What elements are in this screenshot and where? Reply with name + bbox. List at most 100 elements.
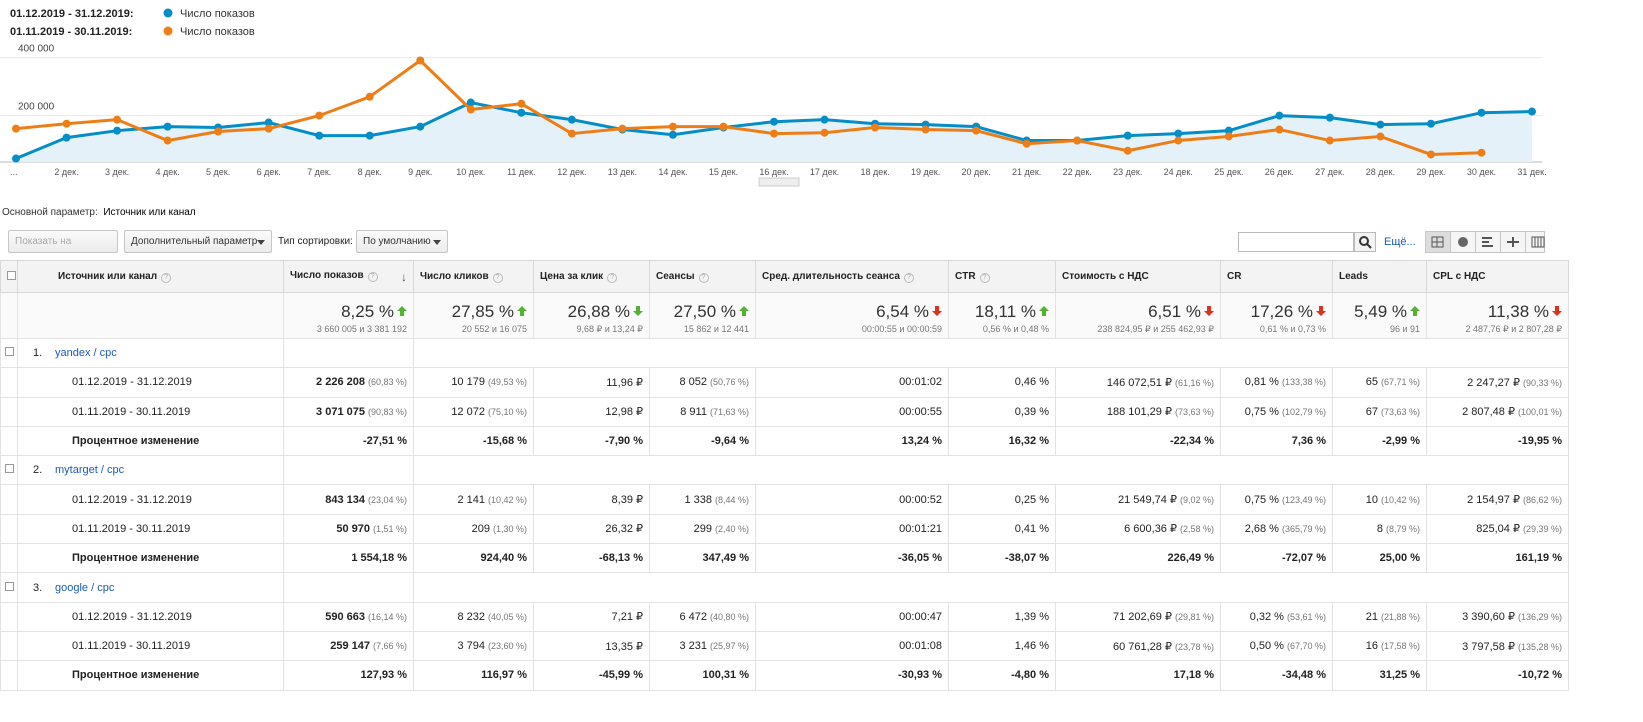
group-link[interactable]: yandex / cpc xyxy=(55,347,117,360)
view-table[interactable] xyxy=(1426,232,1451,252)
cell: -22,34 % xyxy=(1055,425,1221,457)
point xyxy=(416,56,425,65)
cell-value: 12,98 ₽ xyxy=(605,406,643,419)
more-link[interactable]: Ещё... xyxy=(1384,236,1416,248)
point xyxy=(921,125,930,134)
point xyxy=(972,126,981,135)
cell: -68,13 % xyxy=(533,543,650,574)
y-tick-label: 400 000 xyxy=(18,44,55,55)
cell-value: 2 807,48 ₽ xyxy=(1462,406,1515,419)
cell-value: 924,40 % xyxy=(480,552,527,565)
cell-value: 21 xyxy=(1365,610,1378,623)
summary-detail: 15 862 и 12 441 xyxy=(683,324,749,334)
cell-value: 0,25 % xyxy=(1014,493,1049,506)
cell-share: (73,63 %) xyxy=(1380,406,1420,417)
point xyxy=(770,129,778,138)
cell: 1 338 (8,44 %) xyxy=(649,484,756,515)
header-cell: Число кликов? xyxy=(413,260,534,293)
point xyxy=(1123,146,1132,155)
summary-cell: 6,51 % 238 824,95 ₽ и 255 462,93 ₽ xyxy=(1055,292,1221,339)
row-label: 01.11.2019 - 30.11.2019 xyxy=(17,630,284,662)
x-tick-label: 31 дек. xyxy=(1517,167,1546,177)
view-pivot[interactable] xyxy=(1526,232,1550,252)
cell-value: 00:00:55 xyxy=(899,405,942,418)
cell-share: (40,05 %) xyxy=(487,611,527,622)
cell-value: 0,75 % xyxy=(1244,405,1279,418)
cell: 3. google / cpc xyxy=(17,572,284,603)
cell-value: 00:01:21 xyxy=(899,522,942,535)
x-tick-label: 6 дек. xyxy=(257,167,281,177)
cell: 347,49 % xyxy=(649,543,756,574)
cell: 8 911 (71,63 %) xyxy=(649,396,756,427)
column-title: Источник или канал xyxy=(58,270,158,282)
point xyxy=(1477,148,1486,157)
cell: 16,32 % xyxy=(948,425,1056,457)
cell: -19,95 % xyxy=(1426,425,1569,457)
cell-value: 3 231 xyxy=(679,640,707,653)
x-tick-label: 13 дек. xyxy=(608,167,637,177)
point xyxy=(12,154,20,163)
point xyxy=(466,105,475,114)
cell-share: (86,62 %) xyxy=(1522,495,1562,506)
secondary-dim-dropdown[interactable]: Дополнительный параметр xyxy=(124,230,272,253)
x-tick-label: 19 дек. xyxy=(911,167,940,177)
sort-label: Тип сортировки: xyxy=(278,236,353,247)
cell: 825,04 ₽ (29,39 %) xyxy=(1426,513,1569,545)
cell-value: 347,49 % xyxy=(702,552,749,565)
summary-value: 5,49 % xyxy=(1354,302,1407,321)
chart: 01.12.2019 - 31.12.2019: Число показов 01.… xyxy=(0,8,1547,187)
cell xyxy=(283,572,414,603)
group-link[interactable]: google / cpc xyxy=(55,581,115,594)
cell-value: 67 xyxy=(1365,405,1378,418)
cell: -45,99 % xyxy=(533,660,650,691)
cell-value: 50 970 xyxy=(336,522,370,535)
view-bars[interactable] xyxy=(1476,232,1501,252)
search-input[interactable] xyxy=(1238,232,1354,252)
cell-value: 21 549,74 ₽ xyxy=(1117,494,1177,507)
cell: -9,64 % xyxy=(649,425,756,457)
x-tick-label: 11 дек. xyxy=(507,167,536,177)
cell-share: (10,42 %) xyxy=(487,494,527,505)
cell-value: -34,48 % xyxy=(1281,669,1326,682)
cell: 12 072 (75,10 %) xyxy=(413,396,534,427)
row-label: 01.11.2019 - 30.11.2019 xyxy=(17,513,284,545)
cell-share: (133,38 %) xyxy=(1281,377,1326,388)
summary-detail: 0,61 % и 0,73 % xyxy=(1259,324,1326,334)
cell-value: 7,36 % xyxy=(1291,435,1326,448)
point xyxy=(820,115,829,124)
search-button[interactable] xyxy=(1354,232,1376,252)
x-tick-label: 18 дек. xyxy=(860,167,889,177)
point xyxy=(264,118,273,127)
summary-value: 26,88 % xyxy=(567,302,630,321)
group-link[interactable]: mytarget / cpc xyxy=(55,464,125,477)
cell-value: 1 338 xyxy=(684,493,712,506)
cell-value: 6 472 xyxy=(679,610,707,623)
arrow-shape xyxy=(1204,306,1214,316)
cell: 226,49 % xyxy=(1055,543,1221,574)
x-tick-label: 7 дек. xyxy=(307,167,331,177)
view-compare[interactable] xyxy=(1501,232,1526,252)
cell: 2 141 (10,42 %) xyxy=(413,484,534,515)
cell-share: (9,02 %) xyxy=(1179,495,1214,506)
icon xyxy=(1507,237,1519,247)
point xyxy=(517,99,526,108)
sort-dropdown[interactable]: По умолчанию xyxy=(356,230,448,253)
point xyxy=(163,122,172,131)
cell: 65 (67,71 %) xyxy=(1332,367,1427,398)
legend-period: 01.12.2019 - 31.12.2019: xyxy=(10,8,134,20)
summary-cell xyxy=(0,292,18,339)
view-pie[interactable] xyxy=(1451,232,1476,252)
cell: 7,36 % xyxy=(1220,425,1333,457)
x-tick-label: 20 дек. xyxy=(962,167,991,177)
show-on-chart-button[interactable]: Показать на диаграмме xyxy=(8,230,118,253)
cell-value: 0,46 % xyxy=(1014,376,1049,389)
trend-arrow xyxy=(1410,306,1420,316)
point xyxy=(770,117,778,126)
cell-share: (8,44 %) xyxy=(714,494,749,505)
cell: 8 232 (40,05 %) xyxy=(413,601,534,632)
cell-value: 127,93 % xyxy=(360,669,407,682)
cell: 0,46 % xyxy=(948,367,1056,398)
summary-value: 27,50 % xyxy=(673,302,736,321)
point xyxy=(12,124,20,133)
